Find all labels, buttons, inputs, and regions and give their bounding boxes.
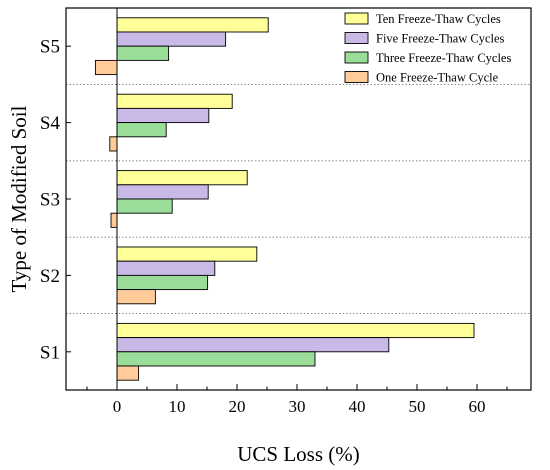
- bar-s1-series-1: [116, 322, 475, 339]
- bar-s4-series-3: [116, 122, 167, 138]
- category-separators: [66, 83, 531, 315]
- y-axis-title: Type of Modified Soil: [7, 105, 31, 292]
- y-category-label: S4: [40, 113, 61, 134]
- y-category-label: S2: [40, 266, 60, 287]
- x-axis-ticks: 0 10 20 30 40 50 60: [86, 384, 508, 416]
- y-category-label: S1: [40, 342, 60, 363]
- x-tick-label: 0: [113, 397, 122, 416]
- y-axis-ticks: S1 S2 S3 S4 S5: [40, 37, 71, 363]
- bar-s2-series-2: [116, 260, 216, 276]
- bars-layer: [94, 17, 475, 381]
- x-tick-label: 30: [289, 397, 306, 416]
- legend-label: Ten Freeze-Thaw Cycles: [376, 12, 501, 26]
- bar-s2-series-4: [116, 289, 156, 305]
- bar-s1-series-2: [116, 337, 390, 353]
- legend-swatch: [344, 71, 369, 83]
- bar-s4-series-2: [116, 107, 210, 124]
- bar-s5-series-3: [116, 45, 170, 61]
- bar-s4-series-1: [116, 93, 233, 109]
- bar-s1-series-3: [116, 351, 316, 367]
- legend-swatch: [344, 32, 369, 44]
- legend-swatch: [344, 51, 369, 64]
- y-category-label: S5: [40, 37, 60, 58]
- legend: Ten Freeze-Thaw Cycles Five Freeze-Thaw C…: [344, 12, 511, 85]
- legend-label: One Freeze-Thaw Cycle: [376, 71, 499, 85]
- x-tick-label: 60: [469, 397, 486, 416]
- x-tick-label: 40: [349, 397, 366, 416]
- bar-s1-series-4: [116, 365, 140, 381]
- legend-label: Five Freeze-Thaw Cycles: [376, 32, 505, 46]
- legend-label: Three Freeze-Thaw Cycles: [376, 51, 511, 65]
- bar-s3-series-3: [116, 198, 173, 214]
- bar-s2-series-3: [116, 274, 209, 291]
- x-tick-label: 20: [229, 397, 246, 416]
- legend-swatch: [344, 12, 369, 25]
- bar-s3-series-2: [116, 184, 209, 200]
- x-axis-title: UCS Loss (%): [237, 442, 360, 466]
- bar-s5-series-2: [116, 31, 227, 47]
- x-tick-label: 50: [409, 397, 426, 416]
- x-tick-label: 10: [169, 397, 186, 416]
- bar-s3-series-4: [110, 212, 118, 228]
- bar-s3-series-1: [116, 170, 248, 186]
- bar-s5-series-1: [116, 17, 269, 33]
- bar-s2-series-1: [116, 246, 258, 262]
- bar-s4-series-4: [109, 136, 118, 152]
- bar-s5-series-4: [94, 59, 118, 76]
- y-category-label: S3: [40, 190, 60, 211]
